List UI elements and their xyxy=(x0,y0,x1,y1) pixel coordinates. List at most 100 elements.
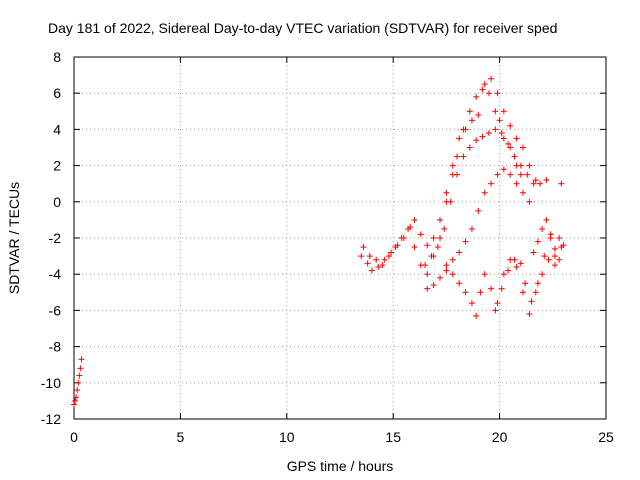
data-point xyxy=(468,225,475,232)
data-point xyxy=(360,244,367,251)
data-point xyxy=(496,117,503,124)
data-point xyxy=(78,356,85,363)
data-point xyxy=(449,162,456,169)
data-point xyxy=(468,300,475,307)
data-point xyxy=(492,108,499,115)
data-point xyxy=(494,90,501,97)
data-point xyxy=(505,267,512,274)
y-tick-label: -4 xyxy=(49,266,62,282)
data-point xyxy=(424,285,431,292)
x-axis-title: GPS time / hours xyxy=(287,458,394,474)
data-point xyxy=(534,238,541,245)
data-point xyxy=(358,253,365,260)
data-point xyxy=(537,180,544,187)
y-tick-label: 4 xyxy=(53,121,61,137)
data-point xyxy=(473,93,480,100)
data-point xyxy=(511,153,518,160)
data-point xyxy=(466,108,473,115)
data-point xyxy=(551,253,558,260)
grid-layer xyxy=(74,57,606,419)
data-point xyxy=(441,225,448,232)
data-point xyxy=(456,249,463,256)
data-point xyxy=(500,271,507,278)
data-point xyxy=(520,144,527,151)
data-point xyxy=(532,177,539,184)
data-point xyxy=(524,171,531,178)
data-point xyxy=(541,253,548,260)
data-point xyxy=(481,81,488,88)
data-point xyxy=(430,282,437,289)
data-point xyxy=(454,153,461,160)
series-track-f xyxy=(492,180,565,314)
data-point xyxy=(447,198,454,205)
data-point xyxy=(543,216,550,223)
data-point xyxy=(517,162,524,169)
data-point xyxy=(411,216,418,223)
data-point xyxy=(475,111,482,118)
x-tick-label: 0 xyxy=(70,429,78,445)
tick-layer: 0 5 10 15 20 25 -12 -10 -8 -6 -4 -2 0 2 4 6 8 xyxy=(41,49,614,445)
data-point xyxy=(73,394,80,401)
y-axis-title: SDTVAR / TECUs xyxy=(6,182,22,294)
data-point xyxy=(513,180,520,187)
series-track-c xyxy=(422,126,550,269)
data-point xyxy=(71,401,77,408)
data-point xyxy=(492,307,499,314)
data-point xyxy=(424,271,431,278)
data-point xyxy=(526,311,533,318)
x-tick-label: 25 xyxy=(598,429,614,445)
data-point xyxy=(558,180,565,187)
data-point xyxy=(375,263,382,270)
series-track-g xyxy=(530,216,567,263)
data-point xyxy=(513,135,520,142)
data-point xyxy=(437,216,444,223)
x-tick-label: 5 xyxy=(177,429,185,445)
data-point xyxy=(517,260,524,267)
data-point xyxy=(392,244,399,251)
data-point xyxy=(492,126,499,133)
data-point xyxy=(522,280,529,287)
data-point xyxy=(368,267,375,274)
data-point xyxy=(530,180,537,187)
data-point xyxy=(437,274,444,281)
data-point xyxy=(488,285,495,292)
data-point xyxy=(479,86,486,93)
data-point xyxy=(494,171,501,178)
y-tick-label: 8 xyxy=(53,49,61,65)
data-point xyxy=(507,144,514,151)
data-point xyxy=(500,108,507,115)
data-point xyxy=(556,256,563,263)
series-track-b xyxy=(360,75,539,278)
y-tick-label: 6 xyxy=(53,85,61,101)
data-point xyxy=(481,189,488,196)
data-point xyxy=(513,263,520,270)
data-point xyxy=(75,379,82,386)
data-point xyxy=(500,166,507,173)
data-point xyxy=(430,235,437,241)
data-point xyxy=(475,207,482,214)
y-tick-label: -10 xyxy=(41,375,61,391)
x-tick-label: 15 xyxy=(385,429,401,445)
series-track-a xyxy=(358,86,524,274)
data-point xyxy=(428,253,435,260)
data-point xyxy=(449,271,456,278)
data-point xyxy=(494,300,501,307)
data-point xyxy=(434,244,441,251)
y-tick-label: -6 xyxy=(49,302,62,318)
data-point xyxy=(77,365,84,372)
data-point xyxy=(449,256,456,263)
data-point xyxy=(385,253,392,260)
data-point xyxy=(528,298,535,305)
data-point xyxy=(551,245,558,252)
x-tick-label: 10 xyxy=(279,429,295,445)
data-point xyxy=(498,285,505,292)
data-point xyxy=(443,262,450,269)
data-point xyxy=(468,117,475,124)
data-point xyxy=(417,231,424,238)
data-point xyxy=(443,189,450,196)
data-point xyxy=(532,289,539,296)
data-point xyxy=(379,262,386,269)
data-point xyxy=(534,280,541,287)
data-point xyxy=(422,262,429,269)
data-point xyxy=(72,397,79,404)
